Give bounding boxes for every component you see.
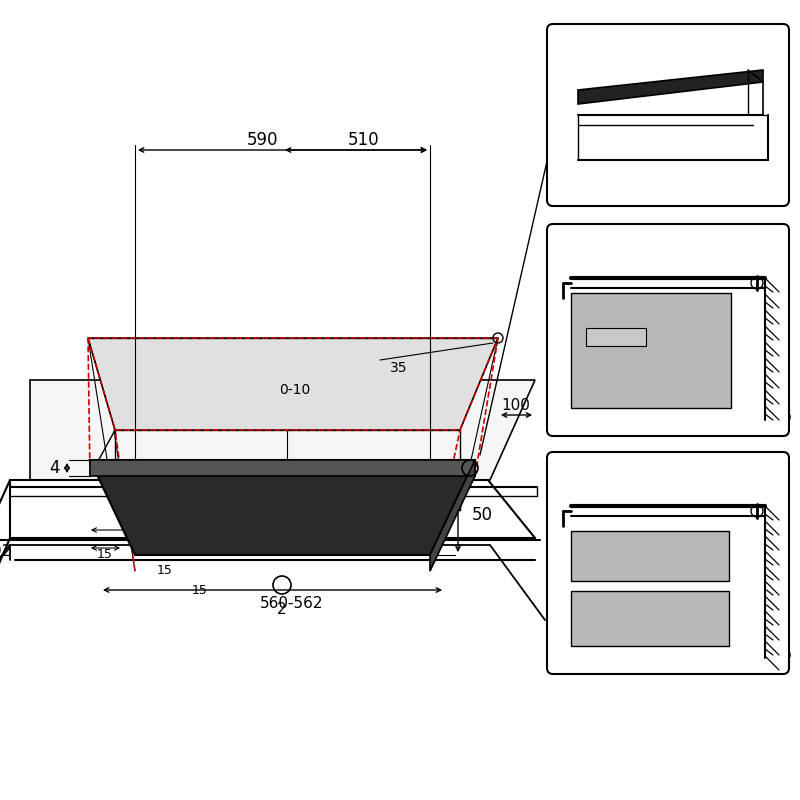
Text: min 28: min 28 — [638, 241, 698, 255]
FancyBboxPatch shape — [547, 452, 789, 674]
Text: 35: 35 — [390, 361, 407, 375]
FancyBboxPatch shape — [547, 224, 789, 436]
Text: 15: 15 — [157, 563, 173, 577]
Text: 480-492: 480-492 — [0, 543, 12, 558]
Text: 0-10: 0-10 — [279, 383, 310, 397]
Text: 2: 2 — [277, 602, 287, 618]
FancyBboxPatch shape — [547, 24, 789, 206]
Bar — [586, 328, 646, 346]
Text: min 12: min 12 — [639, 469, 697, 483]
Text: 4: 4 — [49, 459, 59, 477]
Text: 15: 15 — [192, 583, 208, 597]
Polygon shape — [90, 460, 475, 555]
Text: 247.5: 247.5 — [634, 258, 682, 273]
Text: 20: 20 — [773, 649, 792, 663]
Bar — [571, 531, 729, 581]
Text: 50: 50 — [472, 506, 493, 524]
Text: 10: 10 — [736, 516, 755, 530]
Text: 247.5: 247.5 — [634, 486, 682, 501]
Bar — [571, 293, 731, 408]
Polygon shape — [30, 380, 535, 480]
Text: 60: 60 — [640, 611, 660, 625]
Polygon shape — [88, 338, 498, 430]
Text: 20: 20 — [773, 411, 792, 425]
Polygon shape — [578, 70, 763, 104]
Bar — [571, 591, 729, 646]
Polygon shape — [430, 460, 475, 571]
Polygon shape — [90, 460, 475, 476]
Text: 100: 100 — [502, 398, 530, 413]
Text: 15: 15 — [97, 549, 113, 562]
Text: 560-562: 560-562 — [260, 597, 324, 611]
Text: 590: 590 — [246, 131, 278, 149]
Text: 510: 510 — [348, 131, 380, 149]
